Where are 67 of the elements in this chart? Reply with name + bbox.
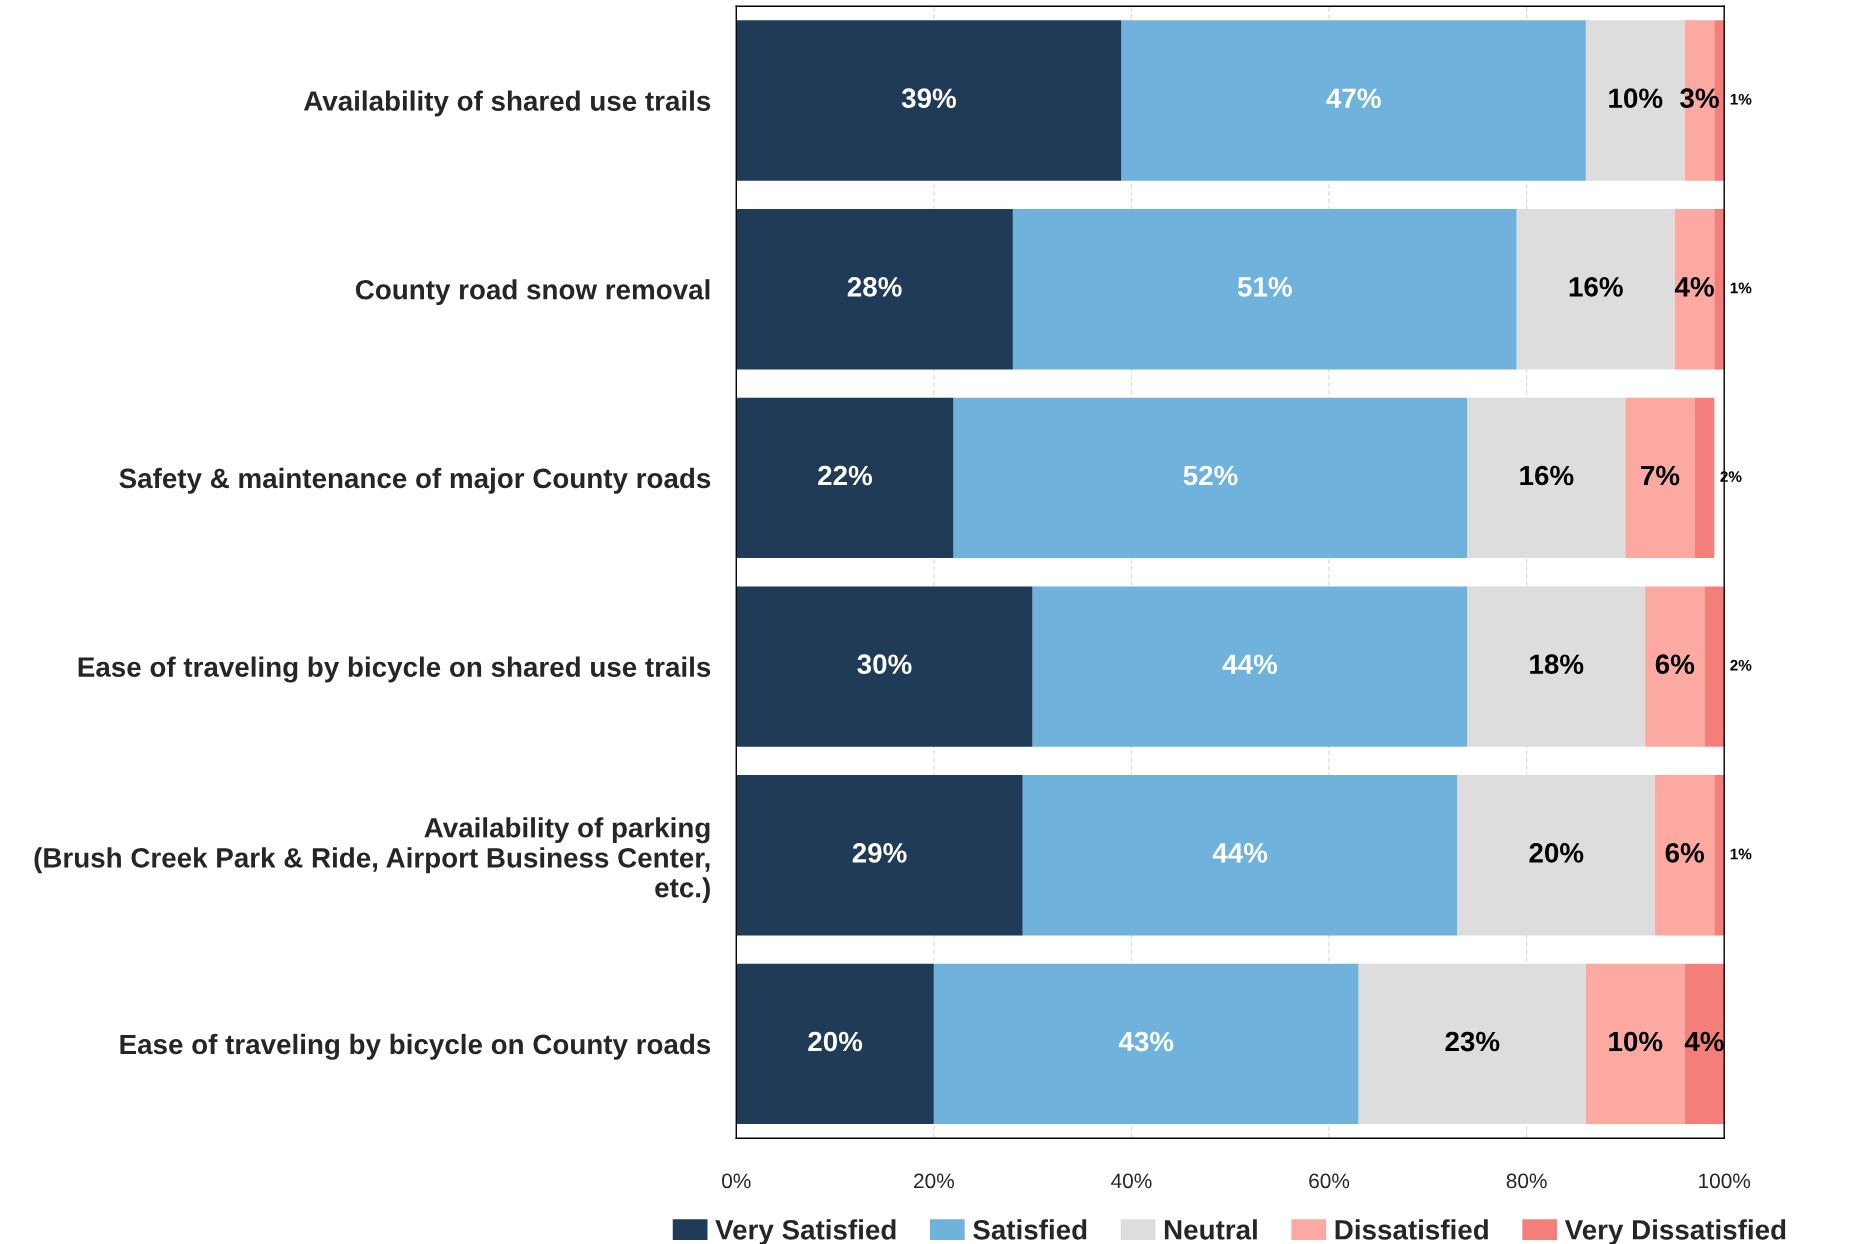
bar <box>1358 963 1586 1125</box>
y-tick-label: Ease of traveling by bicycle on shared use trails <box>78 656 711 683</box>
data-label: 1% <box>1730 93 1752 105</box>
data-label: 16% <box>1520 465 1574 486</box>
bar <box>736 20 1122 181</box>
bar <box>1694 397 1715 559</box>
data-label: 22% <box>818 465 873 486</box>
data-label: 2% <box>1730 659 1752 671</box>
bar <box>736 586 1033 747</box>
data-label: 6% <box>1665 843 1705 863</box>
data-label: 1% <box>1730 282 1752 294</box>
y-tick-label: Ease of traveling by bicycle on County roads <box>120 1033 711 1060</box>
data-label: 4% <box>1684 1031 1724 1052</box>
data-label: 51% <box>1237 277 1292 297</box>
bar <box>736 209 1013 370</box>
data-label: 3% <box>1680 88 1719 109</box>
data-label: 1% <box>1730 848 1752 860</box>
data-label: 16% <box>1569 277 1623 297</box>
x-tick-label: 20% <box>914 1173 954 1189</box>
data-label: 29% <box>852 843 907 863</box>
bar <box>736 775 1023 936</box>
data-label: 6% <box>1655 654 1695 675</box>
y-tick-label: Availability of shared use trails <box>303 90 711 117</box>
bar <box>1032 586 1468 747</box>
y-tick-label: Availability of parking (Brush Creek Park & Ride, Airport Business Center, etc.) <box>34 817 710 904</box>
x-tick-label: 100% <box>1699 1173 1751 1189</box>
data-label: 43% <box>1118 1031 1174 1052</box>
data-label: 20% <box>1529 843 1584 863</box>
legend-label: Satisfied <box>973 1219 1087 1240</box>
bar <box>1714 775 1725 936</box>
legend-label: Dissatisfied <box>1335 1219 1488 1240</box>
data-label: 10% <box>1609 1031 1663 1052</box>
data-label: 44% <box>1212 843 1268 863</box>
bar <box>1625 397 1695 559</box>
bar <box>1645 586 1705 747</box>
bar <box>1585 963 1685 1125</box>
x-tick-label: 80% <box>1506 1173 1547 1189</box>
y-tick-label: County road snow removal <box>355 279 710 306</box>
bar <box>933 963 1359 1125</box>
data-label: 10% <box>1609 88 1663 109</box>
bar <box>953 397 1468 559</box>
data-label: 23% <box>1445 1031 1500 1052</box>
bar <box>1012 209 1517 370</box>
x-tick-label: 40% <box>1111 1173 1152 1189</box>
bar <box>1684 963 1725 1125</box>
data-label: 30% <box>857 654 912 675</box>
x-tick-label: 0% <box>722 1173 751 1189</box>
bar <box>1704 586 1725 747</box>
bar <box>736 963 934 1125</box>
bar <box>1714 209 1725 370</box>
bar <box>1674 209 1715 370</box>
x-tick-label: 60% <box>1309 1173 1350 1189</box>
data-label: 39% <box>901 88 956 109</box>
data-label: 20% <box>808 1031 863 1052</box>
data-label: 7% <box>1641 465 1680 486</box>
data-label: 44% <box>1222 654 1278 674</box>
bar <box>1121 20 1586 181</box>
bar <box>736 397 954 559</box>
data-label: 47% <box>1326 88 1381 108</box>
legend-label: Neutral <box>1164 1219 1257 1240</box>
data-label: 4% <box>1674 277 1714 297</box>
bar <box>1655 775 1715 936</box>
data-label: 18% <box>1530 654 1584 675</box>
data-label: 52% <box>1183 465 1238 486</box>
data-label: 28% <box>847 277 902 297</box>
y-tick-label: Safety & maintenance of major County roads <box>119 467 711 494</box>
bar <box>1022 775 1458 936</box>
